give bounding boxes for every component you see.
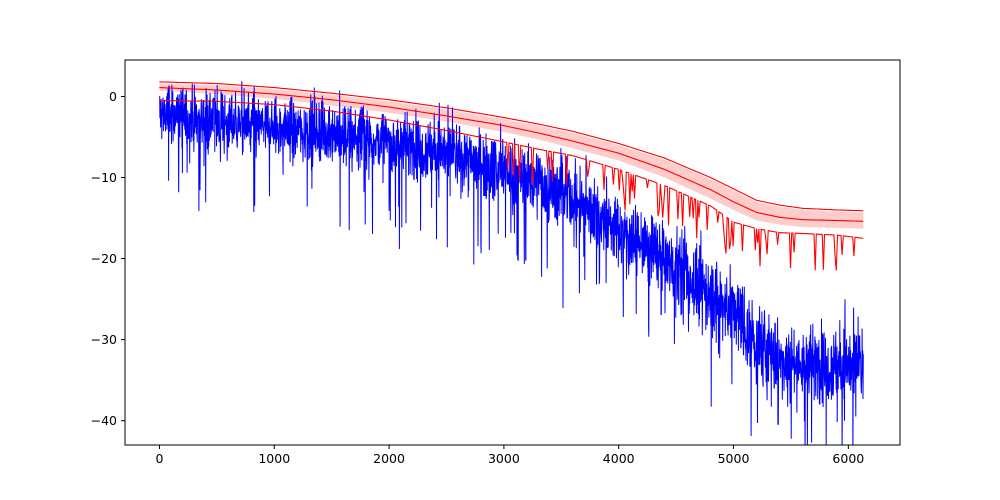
bound-lines-layer (159, 81, 864, 271)
lower-envelope-line (159, 99, 864, 271)
noisy-series-line (159, 81, 864, 445)
y-tick-label: −40 (91, 413, 117, 428)
upper-bound-line (159, 81, 864, 212)
x-tick-label: 0 (155, 451, 163, 466)
x-tick-label: 2000 (373, 451, 405, 466)
y-axis-ticks: 0 −10 −20 −30 −40 (91, 89, 125, 428)
plot-area (159, 81, 864, 445)
x-tick-label: 4000 (603, 451, 635, 466)
x-tick-label: 6000 (832, 451, 864, 466)
y-tick-label: −20 (91, 251, 117, 266)
x-tick-label: 5000 (718, 451, 750, 466)
y-tick-label: 0 (109, 89, 117, 104)
y-tick-label: −10 (91, 170, 117, 185)
axes-frame (124, 59, 901, 446)
band-layer (159, 83, 864, 229)
y-tick-label: −30 (91, 332, 117, 347)
shaded-band-0 (159, 83, 864, 229)
x-tick-label: 1000 (258, 451, 290, 466)
x-tick-label: 3000 (488, 451, 520, 466)
x-axis-ticks: 0 1000 2000 3000 4000 5000 6000 (155, 445, 864, 466)
noisy-series-layer (159, 81, 864, 445)
middle-line (159, 87, 864, 222)
